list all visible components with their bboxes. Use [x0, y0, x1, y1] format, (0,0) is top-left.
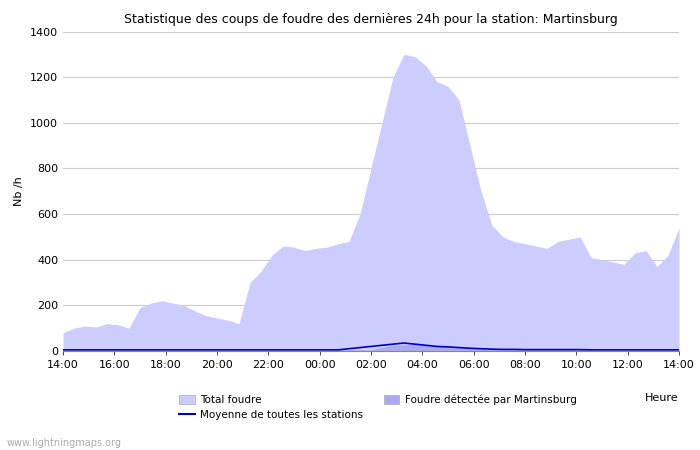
- Text: Heure: Heure: [645, 392, 679, 403]
- Legend: Total foudre, Moyenne de toutes les stations, Foudre détectée par Martinsburg: Total foudre, Moyenne de toutes les stat…: [179, 395, 577, 420]
- Text: www.lightningmaps.org: www.lightningmaps.org: [7, 438, 122, 448]
- Y-axis label: Nb /h: Nb /h: [15, 176, 24, 206]
- Title: Statistique des coups de foudre des dernières 24h pour la station: Martinsburg: Statistique des coups de foudre des dern…: [124, 13, 618, 26]
